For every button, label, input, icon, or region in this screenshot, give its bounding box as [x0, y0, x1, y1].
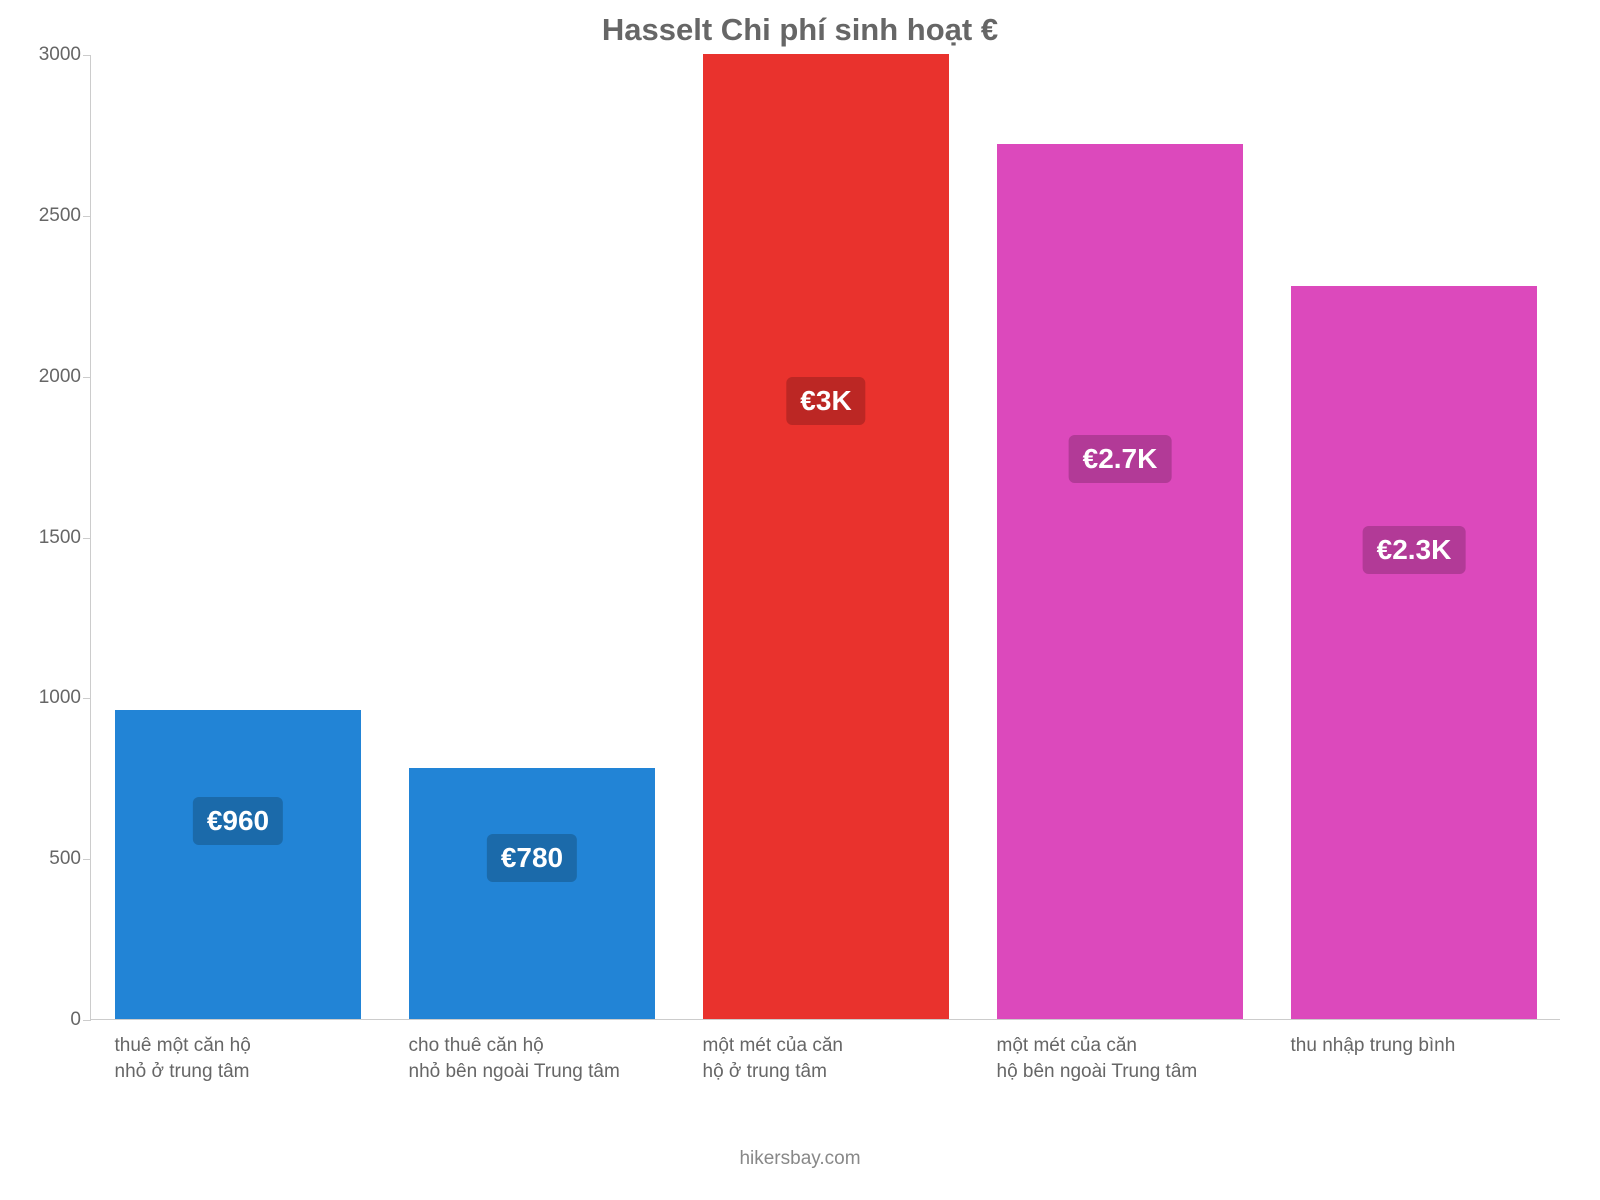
- ytick-line: [83, 1020, 91, 1021]
- x-category-label-line: thu nhập trung bình: [1291, 1033, 1578, 1059]
- bar-value-label: €960: [193, 797, 283, 845]
- x-category-label-line: hộ bên ngoài Trung tâm: [997, 1059, 1284, 1085]
- x-category-label: cho thuê căn hộnhỏ bên ngoài Trung tâm: [409, 1033, 696, 1084]
- ytick-label: 2000: [21, 366, 81, 388]
- x-category-label: một mét của cănhộ bên ngoài Trung tâm: [997, 1033, 1284, 1084]
- ytick-line: [83, 55, 91, 56]
- ytick-line: [83, 538, 91, 539]
- plot-area: 050010001500200025003000€960thuê một căn…: [90, 55, 1560, 1020]
- bar: €2.3K: [1291, 286, 1538, 1019]
- x-category-label: thuê một căn hộnhỏ ở trung tâm: [115, 1033, 402, 1084]
- x-category-label-line: hộ ở trung tâm: [703, 1059, 990, 1085]
- ytick-line: [83, 377, 91, 378]
- x-category-label-line: một mét của căn: [703, 1033, 990, 1059]
- chart-credit: hikersbay.com: [0, 1148, 1600, 1170]
- ytick-label: 2500: [21, 205, 81, 227]
- bar: €2.7K: [997, 144, 1244, 1019]
- ytick-line: [83, 698, 91, 699]
- bar: €780: [409, 768, 656, 1019]
- bar: €3K: [703, 54, 950, 1019]
- x-category-label-line: cho thuê căn hộ: [409, 1033, 696, 1059]
- chart-title: Hasselt Chi phí sinh hoạt €: [0, 12, 1600, 48]
- x-category-label: thu nhập trung bình: [1291, 1033, 1578, 1059]
- bar-value-label: €3K: [786, 377, 865, 425]
- bar-value-label: €2.7K: [1069, 435, 1172, 483]
- bar-value-label: €780: [487, 834, 577, 882]
- ytick-label: 3000: [21, 44, 81, 66]
- x-category-label-line: nhỏ ở trung tâm: [115, 1059, 402, 1085]
- ytick-label: 500: [21, 848, 81, 870]
- x-category-label: một mét của cănhộ ở trung tâm: [703, 1033, 990, 1084]
- x-category-label-line: một mét của căn: [997, 1033, 1284, 1059]
- bar: €960: [115, 710, 362, 1019]
- bar-value-label: €2.3K: [1363, 526, 1466, 574]
- x-category-label-line: nhỏ bên ngoài Trung tâm: [409, 1059, 696, 1085]
- ytick-line: [83, 216, 91, 217]
- cost-of-living-chart: Hasselt Chi phí sinh hoạt € 050010001500…: [0, 0, 1600, 1200]
- x-category-label-line: thuê một căn hộ: [115, 1033, 402, 1059]
- ytick-label: 1000: [21, 687, 81, 709]
- ytick-label: 0: [21, 1009, 81, 1031]
- ytick-label: 1500: [21, 527, 81, 549]
- ytick-line: [83, 859, 91, 860]
